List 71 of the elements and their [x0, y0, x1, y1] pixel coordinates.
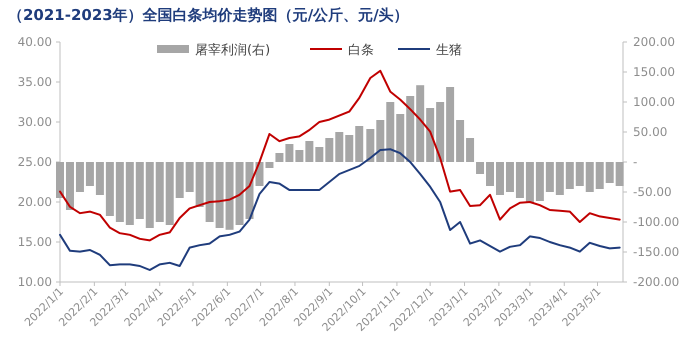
bar: [166, 162, 174, 225]
y2-tick-label: -200.00: [633, 275, 680, 289]
bar: [305, 141, 314, 162]
ytick0: 10.00: [18, 275, 52, 289]
bar: [526, 162, 534, 203]
bar: [496, 162, 504, 195]
bar: [325, 138, 334, 162]
chart-title: （2021-2023年）全国白条均价走势图（元/公斤、元/头）: [8, 6, 409, 24]
y2-tick-label: 50.00: [633, 125, 668, 139]
bar: [586, 162, 594, 192]
bar: [136, 162, 144, 219]
bar: [416, 85, 424, 162]
bar: [216, 162, 224, 228]
bar: [486, 162, 494, 186]
bar: [466, 138, 474, 162]
bar: [596, 162, 604, 189]
bar: [196, 162, 204, 207]
bar: [186, 162, 194, 192]
bar: [236, 162, 244, 225]
bar: [406, 96, 414, 162]
y2-tick-label: -150.00: [633, 245, 680, 259]
bar: [126, 162, 134, 225]
bar: [476, 162, 484, 174]
line-series: [59, 70, 621, 242]
bar: [506, 162, 514, 192]
y2-tick-label: -: [633, 155, 638, 169]
bar: [76, 162, 84, 192]
y2-tick-label: 100.00: [633, 95, 675, 109]
y2-tick-label: 150.00: [633, 65, 675, 79]
legend-label: 生猪: [436, 43, 462, 58]
bar: [66, 162, 74, 210]
ytick1: 15.00: [18, 235, 52, 249]
bar: [606, 162, 614, 183]
bar: [295, 150, 304, 162]
bar: [576, 162, 584, 186]
bar: [265, 162, 274, 168]
ytick3: 25.00: [18, 155, 52, 169]
bar: [556, 162, 564, 195]
bar: [516, 162, 524, 198]
bar: [446, 87, 454, 162]
bar: [285, 144, 294, 162]
bar: [86, 162, 94, 186]
ytick6: 40.00: [18, 35, 52, 49]
legend-label: 屠宰利润(右): [195, 42, 270, 58]
bar: [546, 162, 554, 192]
bar: [275, 153, 284, 162]
bar: [566, 162, 574, 189]
y2-tick-label: -50.00: [633, 185, 672, 199]
bar: [426, 108, 434, 162]
bar: [106, 162, 114, 216]
ytick4: 30.00: [18, 115, 52, 129]
bar: [436, 102, 444, 162]
ytick5: 35.00: [18, 75, 52, 89]
bar: [335, 132, 344, 162]
bar: [56, 162, 64, 198]
ytick2: 20.00: [18, 195, 52, 209]
bar: [366, 129, 374, 162]
bar: [96, 162, 104, 195]
bar: [315, 147, 324, 162]
y2-tick-label: 200.00: [633, 35, 675, 49]
bar: [226, 162, 234, 230]
bar: [616, 162, 624, 186]
bar: [376, 120, 384, 162]
bar: [176, 162, 184, 198]
y2-tick-label: -100.00: [633, 215, 680, 229]
bar: [206, 162, 214, 222]
bar: [536, 162, 544, 201]
legend-label: 白条: [348, 43, 374, 58]
bar: [456, 120, 464, 162]
line-series: [59, 148, 621, 271]
bar: [116, 162, 124, 222]
